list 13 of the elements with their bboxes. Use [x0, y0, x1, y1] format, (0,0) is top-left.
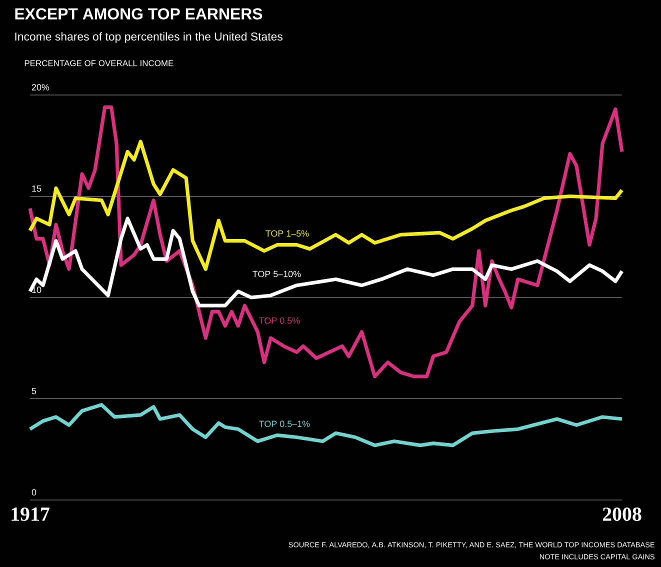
y-axis-title: PERCENTAGE OF OVERALL INCOME — [24, 60, 174, 66]
chart-title: EXCEPT AMONG TOP EARNERS — [15, 8, 262, 20]
x-tick-label: 1917 — [12, 508, 50, 521]
y-tick-label: 20% — [32, 84, 50, 90]
y-tick-label: 5 — [32, 388, 36, 394]
y-tick-label: 15 — [32, 185, 42, 192]
series-label: TOP 5–10% — [252, 270, 301, 278]
series-label: TOP 0.5–1% — [259, 420, 310, 428]
x-tick-label: 2008 — [602, 508, 642, 521]
y-tick-label: 0 — [32, 489, 36, 496]
chart-subtitle: Income shares of top percentiles in the United States — [15, 32, 282, 43]
series-label: TOP 0.5% — [259, 317, 300, 324]
series-label: TOP 1–5% — [266, 230, 309, 237]
